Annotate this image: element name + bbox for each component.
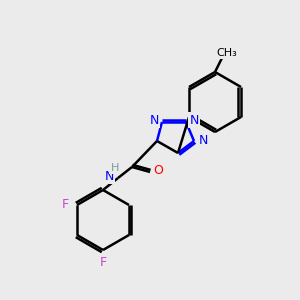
Text: H: H <box>111 163 119 173</box>
Text: N: N <box>198 134 208 148</box>
Text: O: O <box>153 164 163 176</box>
Text: N: N <box>189 113 199 127</box>
Text: F: F <box>99 256 106 269</box>
Text: N: N <box>104 169 114 182</box>
Text: F: F <box>61 199 69 212</box>
Text: N: N <box>149 113 159 127</box>
Text: CH₃: CH₃ <box>217 48 237 58</box>
